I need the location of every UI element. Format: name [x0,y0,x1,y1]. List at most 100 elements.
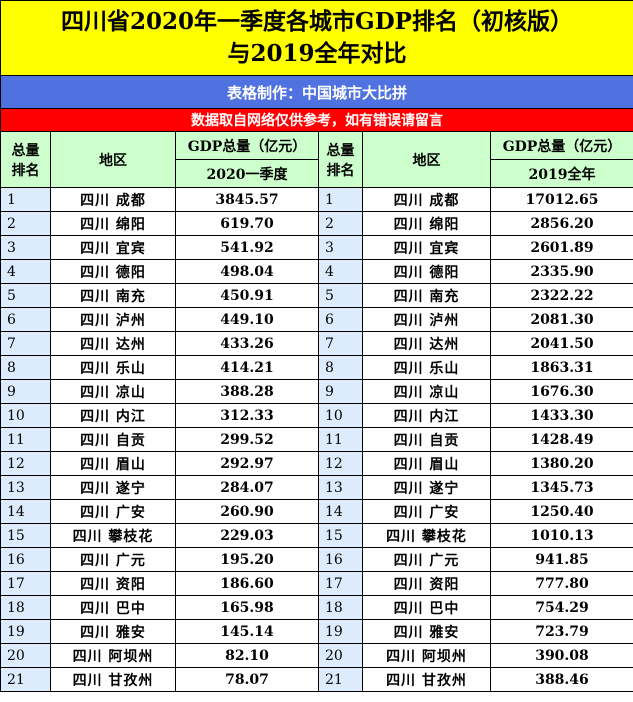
region-cell: 四川 成都 [50,187,176,212]
rank-cell: 5 [318,283,363,308]
gdp-cell: 299.52 [175,427,319,452]
gdp-cell: 1433.30 [490,403,633,428]
region-cell: 四川 凉山 [362,379,491,404]
rank-cell: 6 [318,307,363,332]
rank-cell: 19 [318,619,363,644]
gdp-cell: 619.70 [175,211,319,236]
gdp-header: GDP总量（亿元） [175,131,319,160]
region-cell: 四川 凉山 [50,379,176,404]
rank-cell: 3 [0,235,51,260]
table-row: 4 四川 德阳 498.04 4 四川 德阳 2335.90 [0,259,633,284]
table-row: 8 四川 乐山 414.21 8 四川 乐山 1863.31 [0,355,633,380]
table-row: 18 四川 巴中 165.98 18 四川 巴中 754.29 [0,595,633,620]
region-cell: 四川 南充 [50,283,176,308]
region-cell: 四川 资阳 [50,571,176,596]
gdp-cell: 2081.30 [490,307,633,332]
rank-cell: 4 [0,259,51,284]
region-cell: 四川 自贡 [362,427,491,452]
region-cell: 四川 阿坝州 [50,643,176,668]
table-row: 9 四川 凉山 388.28 9 四川 凉山 1676.30 [0,379,633,404]
gdp-cell: 1010.13 [490,523,633,548]
gdp-cell: 388.46 [490,667,633,692]
rank-header: 总量 排名 [0,131,51,188]
gdp-cell: 2856.20 [490,211,633,236]
rank-cell: 1 [0,187,51,212]
rank-cell: 2 [0,211,51,236]
rank-cell: 8 [0,355,51,380]
region-cell: 四川 遂宁 [50,475,176,500]
table-row: 14 四川 广安 260.90 14 四川 广安 1250.40 [0,499,633,524]
rank-cell: 3 [318,235,363,260]
rank-cell: 15 [318,523,363,548]
region-cell: 四川 成都 [362,187,491,212]
gdp-cell: 312.33 [175,403,319,428]
region-cell: 四川 眉山 [50,451,176,476]
region-cell: 四川 德阳 [50,259,176,284]
gdp-cell: 2322.22 [490,283,633,308]
gdp-cell: 3845.57 [175,187,319,212]
rank-cell: 15 [0,523,51,548]
table-row: 3 四川 宜宾 541.92 3 四川 宜宾 2601.89 [0,235,633,260]
table-row: 19 四川 雅安 145.14 19 四川 雅安 723.79 [0,619,633,644]
region-cell: 四川 绵阳 [50,211,176,236]
gdp-cell: 941.85 [490,547,633,572]
region-cell: 四川 遂宁 [362,475,491,500]
rank-cell: 19 [0,619,51,644]
gdp-cell: 388.28 [175,379,319,404]
table-row: 17 四川 资阳 186.60 17 四川 资阳 777.80 [0,571,633,596]
table-row: 15 四川 攀枝花 229.03 15 四川 攀枝花 1010.13 [0,523,633,548]
rank-cell: 8 [318,355,363,380]
rank-cell: 13 [318,475,363,500]
table-row: 5 四川 南充 450.91 5 四川 南充 2322.22 [0,283,633,308]
rank-cell: 18 [0,595,51,620]
gdp-cell: 195.20 [175,547,319,572]
rank-cell: 10 [0,403,51,428]
rank-cell: 5 [0,283,51,308]
region-cell: 四川 甘孜州 [50,667,176,692]
gdp-cell: 449.10 [175,307,319,332]
region-cell: 四川 自贡 [50,427,176,452]
region-cell: 四川 巴中 [362,595,491,620]
rank-cell: 11 [0,427,51,452]
header-text: 总量 [11,142,40,159]
region-cell: 四川 眉山 [362,451,491,476]
gdp-cell: 165.98 [175,595,319,620]
region-cell: 四川 攀枝花 [50,523,176,548]
gdp-cell: 2335.90 [490,259,633,284]
region-cell: 四川 雅安 [362,619,491,644]
rank-cell: 11 [318,427,363,452]
rank-cell: 20 [0,643,51,668]
rank-cell: 12 [318,451,363,476]
rank-cell: 2 [318,211,363,236]
rank-cell: 17 [0,571,51,596]
region-cell: 四川 资阳 [362,571,491,596]
region-cell: 四川 广安 [362,499,491,524]
region-cell: 四川 广元 [362,547,491,572]
rank-cell: 16 [0,547,51,572]
region-cell: 四川 内江 [362,403,491,428]
table-row: 7 四川 达州 433.26 7 四川 达州 2041.50 [0,331,633,356]
gdp-cell: 17012.65 [490,187,633,212]
gdp-cell: 2041.50 [490,331,633,356]
region-cell: 四川 德阳 [362,259,491,284]
gdp-cell: 292.97 [175,451,319,476]
gdp-cell: 754.29 [490,595,633,620]
rank-cell: 7 [318,331,363,356]
gdp-cell: 723.79 [490,619,633,644]
region-cell: 四川 内江 [50,403,176,428]
table-row: 1 四川 成都 3845.57 1 四川 成都 17012.65 [0,187,633,212]
gdp-cell: 2601.89 [490,235,633,260]
table-row: 12 四川 眉山 292.97 12 四川 眉山 1380.20 [0,451,633,476]
rank-header: 总量 排名 [318,131,363,188]
gdp-cell: 260.90 [175,499,319,524]
rank-cell: 14 [318,499,363,524]
table-row: 2 四川 绵阳 619.70 2 四川 绵阳 2856.20 [0,211,633,236]
table-row: 21 四川 甘孜州 78.07 21 四川 甘孜州 388.46 [0,667,633,692]
rank-cell: 14 [0,499,51,524]
region-header: 地区 [362,131,491,188]
region-cell: 四川 绵阳 [362,211,491,236]
table-row: 11 四川 自贡 299.52 11 四川 自贡 1428.49 [0,427,633,452]
region-cell: 四川 雅安 [50,619,176,644]
rank-cell: 6 [0,307,51,332]
table-row: 20 四川 阿坝州 82.10 20 四川 阿坝州 390.08 [0,643,633,668]
